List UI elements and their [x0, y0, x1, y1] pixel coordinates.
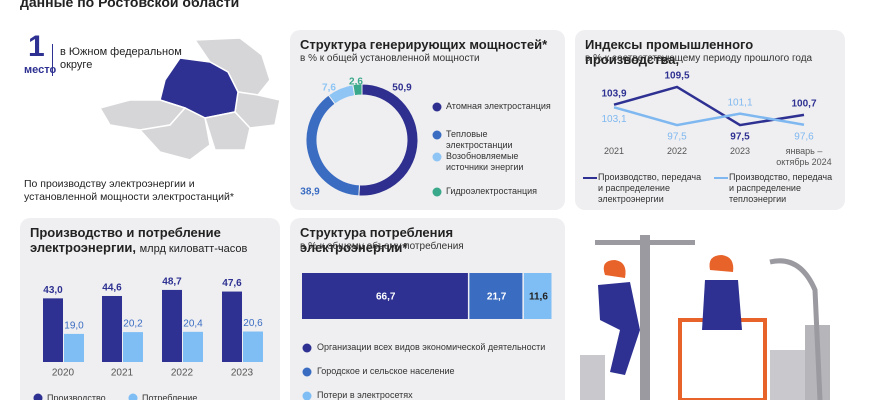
line-series	[613, 106, 805, 127]
rank-label: место	[24, 64, 57, 76]
note: По производству электроэнергии и установ…	[24, 178, 234, 203]
data-label: 66,7	[376, 292, 396, 303]
building	[770, 350, 805, 400]
legend-swatch	[302, 367, 312, 377]
rank-number: 1	[28, 30, 45, 63]
bar	[64, 333, 84, 362]
chart-title: Структура генерирующих мощностей*	[300, 37, 548, 52]
basket	[678, 318, 767, 400]
x-tick-label: 2021	[603, 146, 625, 156]
legend-swatch	[33, 393, 43, 400]
map	[98, 37, 281, 161]
legend-swatch	[128, 393, 138, 400]
legend-label: Производство	[47, 393, 106, 400]
data-label: 11,6	[529, 292, 548, 303]
legend-label: Потребление	[142, 393, 198, 400]
data-label: 43,0	[43, 285, 63, 296]
data-label: 103,1	[601, 114, 626, 125]
data-label: 97,6	[794, 131, 814, 142]
data-label: 109,5	[664, 71, 689, 82]
data-label: 21,7	[487, 292, 507, 303]
chart-subtitle: в % к общей установленной мощности	[300, 53, 480, 64]
data-label: 47,6	[222, 278, 242, 289]
legend-label: Возобновляемые источники энергии	[446, 151, 524, 172]
x-tick-label: 2021	[111, 368, 134, 379]
data-label: 38,9	[300, 187, 320, 198]
rank-divider	[52, 44, 53, 76]
chart-unit: млрд киловатт-часов	[139, 243, 248, 255]
legend-swatch	[302, 391, 312, 400]
donut-segment	[305, 94, 360, 197]
legend-label: Организации всех видов экономической дея…	[317, 342, 546, 352]
data-label: 97,5	[730, 132, 750, 143]
map-region	[204, 111, 251, 151]
donut-segment	[358, 83, 419, 197]
chart-subtitle: в % к соответствующему периоду прошлого …	[585, 53, 813, 64]
donut-segment	[352, 83, 363, 97]
data-label: 103,9	[601, 88, 626, 99]
bar	[102, 295, 122, 362]
chart-subtitle: в % к общему объему потребления	[300, 241, 464, 252]
chart-title: Индексы промышленного производства,	[585, 37, 754, 67]
helmet	[603, 260, 626, 278]
x-tick-label: январь – октябрь 2024	[776, 146, 832, 167]
bar	[123, 332, 143, 362]
data-label: 48,7	[162, 277, 182, 288]
data-label: 20,4	[183, 318, 203, 329]
data-label: 100,7	[791, 99, 816, 110]
chart-title: Структура потребления электроэнергии*	[300, 225, 454, 255]
legend-label: Тепловые электростанции	[446, 129, 513, 150]
crossarm	[595, 240, 695, 245]
header: данные по Ростовской области	[20, 0, 240, 10]
street-lamp	[769, 258, 823, 400]
legend-label: Гидроэлектростанция	[446, 186, 538, 196]
bar	[43, 298, 63, 362]
map-region	[138, 107, 211, 161]
pole	[640, 235, 650, 400]
bar-segment	[302, 273, 468, 319]
legend-swatch	[432, 152, 442, 162]
helmet	[709, 255, 734, 272]
chart-title: Производство и потребление электроэнерги…	[30, 225, 248, 255]
bar-segment	[523, 273, 552, 319]
x-tick-label: 2020	[52, 368, 75, 379]
legend-label: Производство, передача и распределение т…	[729, 172, 833, 204]
x-tick-label: 2023	[729, 146, 751, 156]
legend-swatch	[432, 102, 442, 112]
legend-label: Атомная электростанция	[446, 101, 551, 111]
data-label: 19,0	[64, 321, 84, 332]
data-label: 101,1	[727, 97, 752, 108]
illustration	[580, 235, 830, 400]
x-tick-label: 2022	[666, 146, 688, 156]
data-label: 44,6	[102, 283, 122, 294]
rank-text: в Южном федеральном округе	[60, 46, 182, 71]
legend-swatch	[302, 343, 312, 353]
data-label: 20,2	[123, 319, 143, 330]
legend-swatch	[432, 187, 442, 197]
legend-label: Потери в электросетях	[317, 390, 413, 400]
legend-label: Производство, передача и распределение э…	[598, 172, 702, 204]
bar	[222, 291, 242, 362]
data-label: 97,5	[667, 132, 687, 143]
legend-label: Городское и сельское население	[317, 366, 455, 376]
bar-segment	[469, 273, 523, 319]
legend-swatch	[432, 130, 442, 140]
worker	[702, 280, 742, 330]
data-label: 20,6	[243, 318, 263, 329]
x-tick-label: 2022	[171, 368, 194, 379]
bar	[243, 331, 263, 362]
bar	[183, 331, 203, 362]
bar	[162, 289, 182, 362]
data-label: 2,6	[349, 77, 363, 88]
x-tick-label: 2023	[231, 368, 254, 379]
data-label: 50,9	[392, 83, 412, 94]
data-label: 7,6	[322, 83, 336, 94]
building	[580, 355, 605, 400]
worker	[598, 282, 640, 375]
